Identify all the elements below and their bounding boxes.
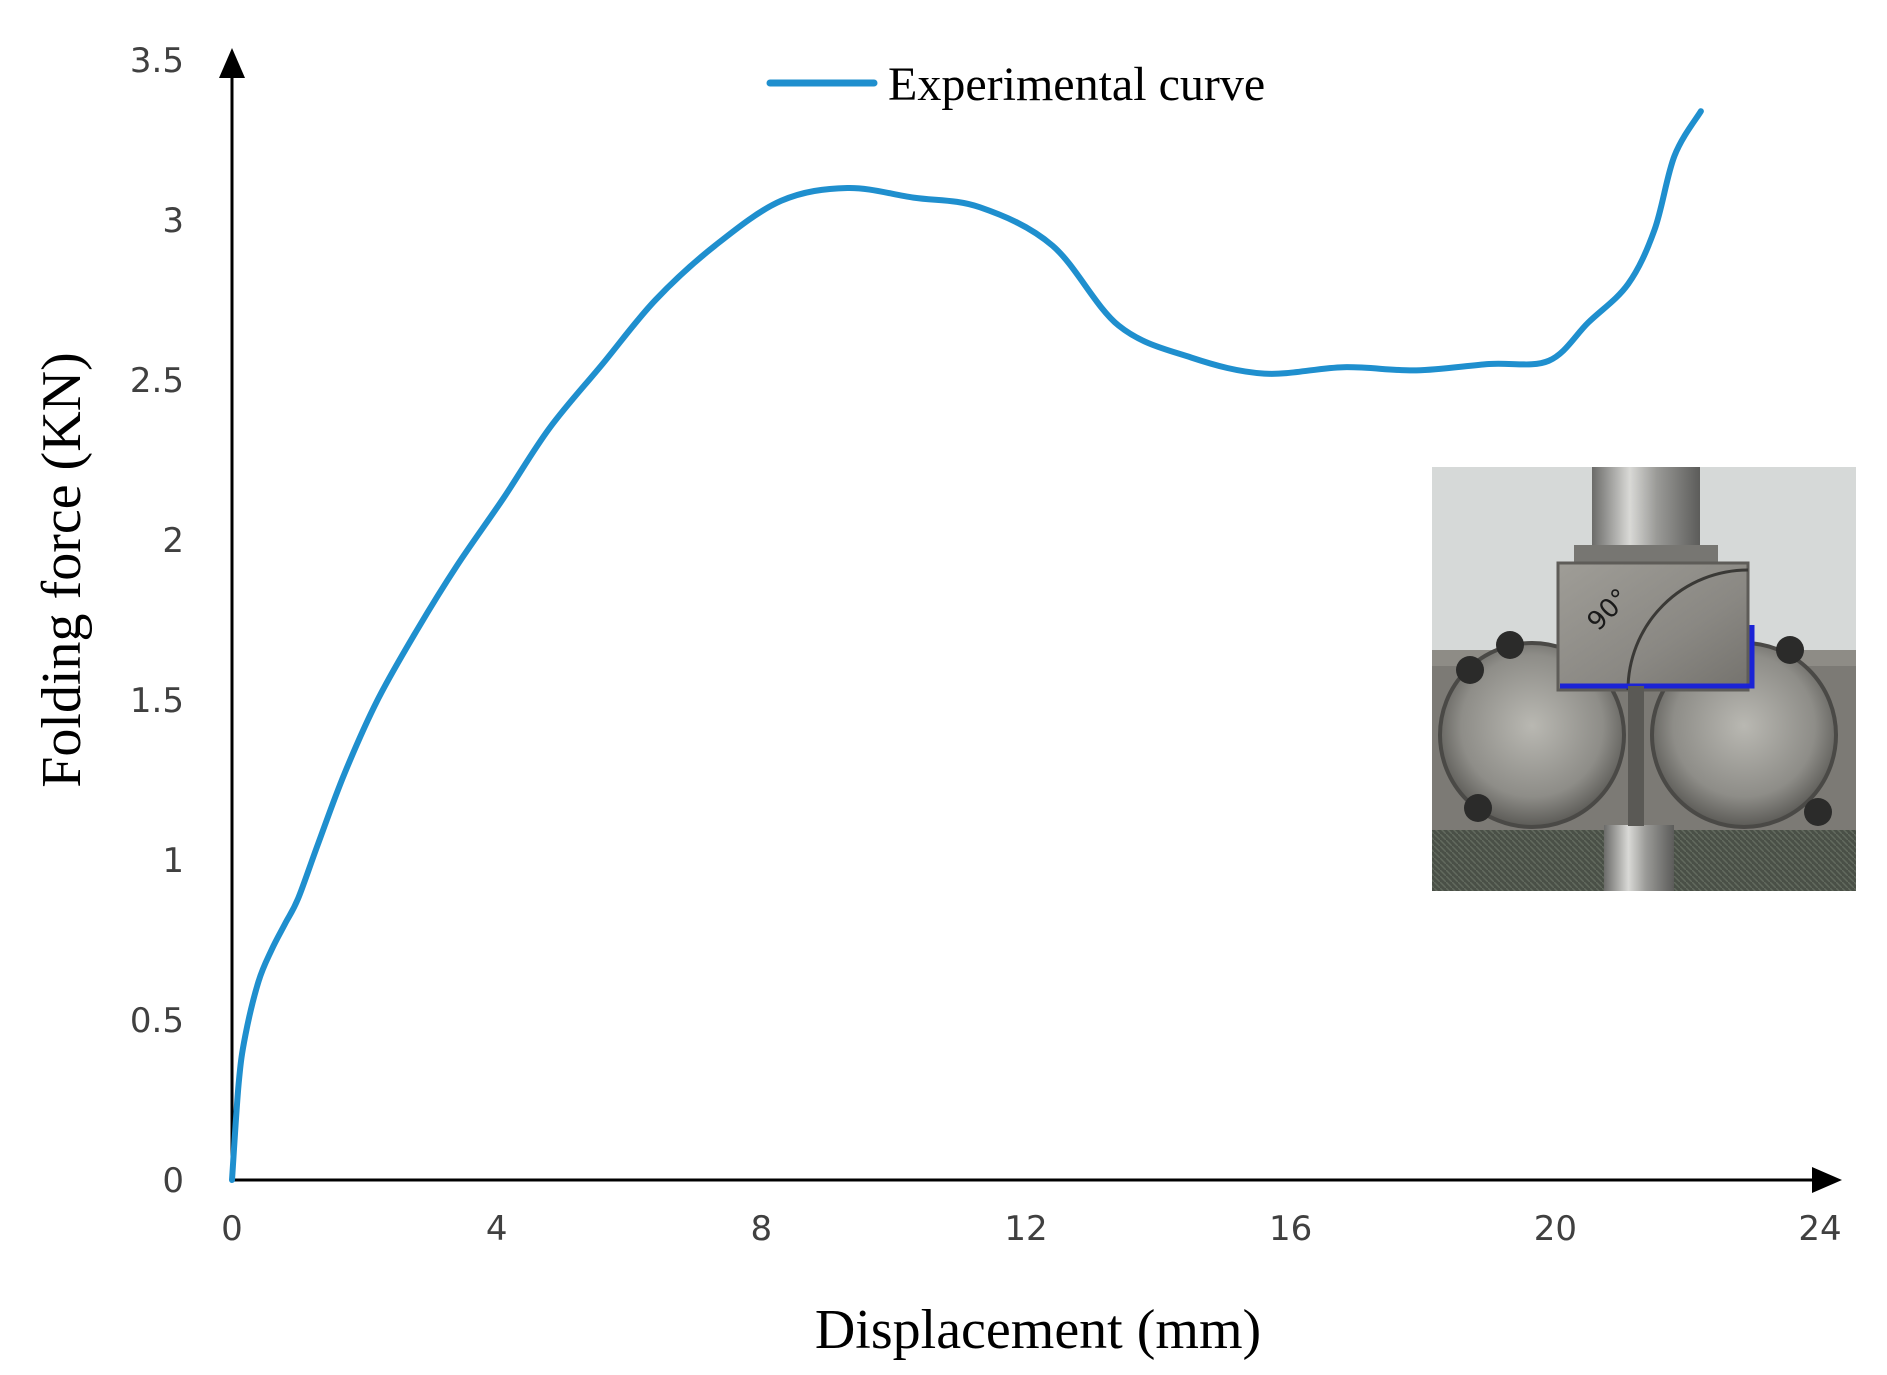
y-tick-label: 1.5 (130, 681, 184, 721)
x-ticks: 0 4 8 12 16 20 24 (221, 1209, 1841, 1249)
y-tick-label: 1 (162, 841, 184, 881)
y-tick-label: 0.5 (130, 1001, 184, 1041)
x-tick-label: 24 (1798, 1209, 1841, 1249)
y-ticks: 0 0.5 1 1.5 2 2.5 3 3.5 (130, 41, 184, 1201)
legend: Experimental curve (766, 58, 1265, 111)
series-line-0 (229, 108, 1704, 1183)
inset-bottom-shaft (1604, 825, 1674, 891)
inset-punch-block (1556, 561, 1750, 692)
y-tick-label: 3 (162, 201, 184, 241)
x-tick-label: 12 (1004, 1209, 1047, 1249)
x-axis-arrow-icon (1812, 1167, 1842, 1193)
y-tick-label: 0 (162, 1161, 184, 1201)
y-tick-label: 3.5 (130, 41, 184, 81)
inset-photo: 90° (1432, 467, 1856, 891)
x-tick-label: 4 (486, 1209, 508, 1249)
x-axis-title: Displacement (mm) (815, 1299, 1261, 1361)
inset-right-angle-marker (1560, 625, 1755, 689)
y-axis-arrow-icon (219, 48, 245, 78)
series-group (229, 108, 1704, 1183)
legend-label: Experimental curve (888, 58, 1265, 111)
x-tick-label: 16 (1269, 1209, 1312, 1249)
x-tick-label: 0 (221, 1209, 243, 1249)
y-tick-label: 2 (162, 521, 184, 561)
y-tick-label: 2.5 (130, 361, 184, 401)
x-tick-label: 8 (751, 1209, 773, 1249)
y-axis-title: Folding force (KN) (31, 352, 93, 787)
x-tick-label: 20 (1534, 1209, 1577, 1249)
